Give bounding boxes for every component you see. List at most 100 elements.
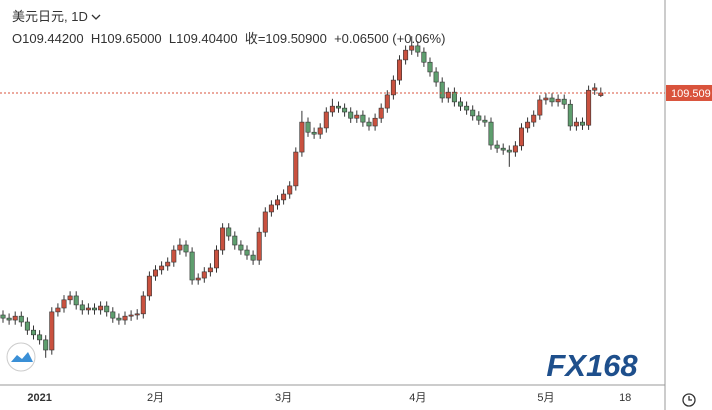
candle-body bbox=[506, 149, 512, 153]
candle-body bbox=[262, 211, 268, 233]
candle-body bbox=[482, 119, 488, 123]
candle-body bbox=[98, 305, 104, 311]
candle-body bbox=[30, 329, 36, 336]
candle-body bbox=[104, 305, 110, 313]
candle-body bbox=[128, 314, 134, 317]
candle-body bbox=[512, 145, 518, 153]
candle-body bbox=[366, 121, 372, 127]
candle-body bbox=[92, 307, 98, 311]
close-value: 收=109.50900 bbox=[244, 31, 327, 46]
candle-body bbox=[305, 121, 311, 133]
symbol[interactable]: 美元日元, 1D bbox=[12, 9, 88, 24]
candle-body bbox=[457, 101, 463, 107]
candle-body bbox=[159, 265, 165, 271]
candle-body bbox=[177, 244, 183, 251]
ohlc-row: O109.44200 H109.65000 L109.40400 收=109.5… bbox=[12, 28, 445, 47]
x-tick-label: 18 bbox=[619, 392, 631, 404]
candle-body bbox=[250, 254, 256, 261]
candle-body bbox=[500, 147, 506, 151]
candle-body bbox=[18, 315, 24, 323]
candle-body bbox=[287, 185, 293, 195]
candle-body bbox=[67, 295, 73, 301]
candle-body bbox=[281, 193, 287, 201]
x-tick-label: 2月 bbox=[147, 392, 164, 404]
candle-body bbox=[433, 71, 439, 83]
candle-body bbox=[531, 114, 537, 123]
candle-body bbox=[555, 98, 561, 103]
candle-body bbox=[586, 89, 592, 126]
candle-body bbox=[153, 269, 159, 277]
candle-body bbox=[592, 87, 598, 91]
open-value: O109.44200 bbox=[12, 31, 84, 46]
candle-body bbox=[244, 249, 250, 256]
candle-body bbox=[207, 267, 213, 273]
candle-body bbox=[329, 105, 335, 113]
candle-body bbox=[122, 315, 128, 321]
last-price-box bbox=[666, 84, 712, 101]
candle-body bbox=[189, 251, 195, 281]
candle-body bbox=[171, 249, 177, 263]
candle-body bbox=[445, 91, 451, 99]
candle-body bbox=[579, 121, 585, 126]
candle-body bbox=[549, 97, 555, 103]
logo: FX168 bbox=[546, 348, 638, 383]
candle-body bbox=[403, 49, 409, 61]
cloud-icon bbox=[6, 342, 36, 372]
candle-body bbox=[518, 127, 524, 147]
candle-body bbox=[165, 261, 171, 267]
candle-body bbox=[73, 295, 79, 306]
candle-body bbox=[525, 121, 531, 129]
candle-body bbox=[55, 307, 61, 313]
candle-body bbox=[49, 311, 55, 351]
candle-body bbox=[323, 111, 329, 129]
candle-body bbox=[342, 107, 348, 113]
candle-body bbox=[470, 109, 476, 117]
candle-body bbox=[116, 317, 122, 321]
candle-body bbox=[372, 117, 378, 127]
candle-body bbox=[421, 51, 427, 63]
candle-body bbox=[85, 307, 91, 311]
last-price-label: 109.509 bbox=[671, 88, 711, 100]
candle-body bbox=[427, 61, 433, 73]
candle-body bbox=[354, 114, 360, 119]
candle-body bbox=[201, 271, 207, 279]
chevron[interactable] bbox=[91, 13, 101, 21]
candle-body bbox=[232, 235, 238, 246]
low-value: L109.40400 bbox=[168, 31, 238, 46]
candle-body bbox=[567, 103, 573, 127]
candle-body bbox=[140, 295, 146, 315]
candle-body bbox=[451, 91, 457, 103]
candle-body bbox=[134, 313, 140, 316]
candle-body bbox=[220, 227, 226, 251]
candle-body bbox=[238, 244, 244, 251]
candle-body bbox=[311, 131, 317, 135]
candle-body bbox=[214, 249, 220, 269]
candle-body bbox=[494, 144, 500, 149]
candle-body bbox=[390, 79, 396, 96]
candle-body bbox=[464, 105, 470, 111]
candle-body bbox=[573, 121, 579, 127]
candle-body bbox=[476, 115, 482, 121]
x-tick-label: 4月 bbox=[409, 392, 426, 404]
symbol-row: 美元日元, 1D bbox=[12, 6, 101, 25]
x-tick-label: 5月 bbox=[537, 392, 554, 404]
candle-body bbox=[409, 45, 415, 51]
candle-body bbox=[415, 45, 421, 53]
candle-body bbox=[79, 304, 85, 311]
candle-body bbox=[299, 121, 305, 153]
candle-body bbox=[61, 299, 67, 309]
candle-body bbox=[384, 94, 390, 109]
x-tick-label: 3月 bbox=[275, 392, 292, 404]
candle-body bbox=[543, 97, 549, 101]
change-value: +0.06500 (+0.06%) bbox=[334, 31, 446, 46]
candle-body bbox=[268, 204, 274, 213]
candle-body bbox=[37, 334, 43, 341]
clock-icon[interactable] bbox=[682, 393, 696, 407]
candle-body bbox=[317, 127, 323, 135]
candle-body bbox=[396, 59, 402, 81]
candle-body bbox=[439, 81, 445, 99]
candle-body bbox=[293, 151, 299, 187]
candle-body bbox=[561, 98, 567, 105]
candle-body bbox=[43, 339, 49, 351]
